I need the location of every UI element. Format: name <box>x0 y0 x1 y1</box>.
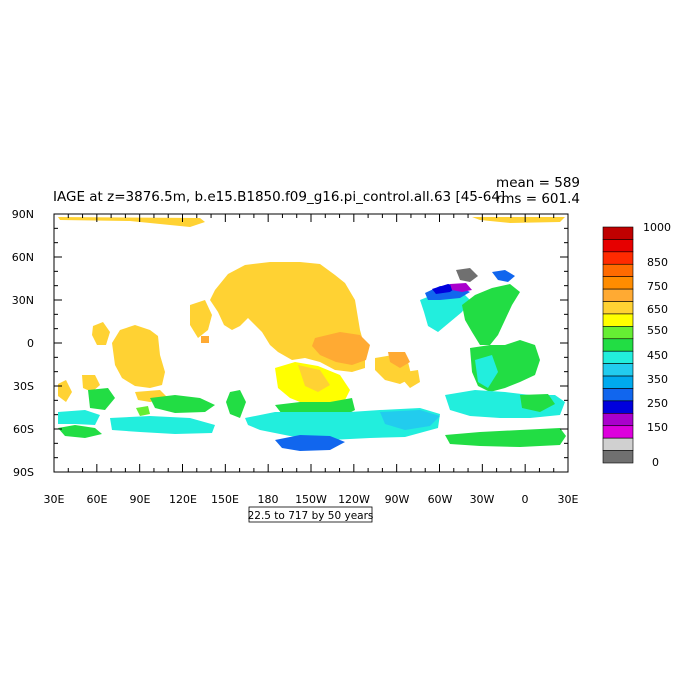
colorbar-swatch <box>602 450 634 464</box>
indian-south-green <box>88 388 115 410</box>
x-tick-label: 30E <box>44 493 65 506</box>
colorbar-swatch <box>602 251 634 265</box>
x-axis-labels: 30E 60E 90E 120E 150E 180 150W 120W 90W … <box>44 493 579 506</box>
southern-blue <box>275 435 345 451</box>
colorbar <box>602 226 634 464</box>
axis-ticks <box>53 213 569 473</box>
atlantic-cyan-mid <box>475 355 498 388</box>
colorbar-label: 250 <box>647 397 668 410</box>
colorbar-swatch <box>602 400 634 414</box>
y-tick-label: 30S <box>13 380 34 393</box>
southern-cyan-1 <box>58 410 100 425</box>
colorbar-swatch <box>602 313 634 327</box>
north-atlantic-cyan <box>420 292 470 332</box>
atlantic-green-north <box>462 284 520 345</box>
southern-cyan-4 <box>380 410 440 430</box>
colorbar-label: 450 <box>647 349 668 362</box>
indian-south-w <box>82 375 100 392</box>
indian-sw-green <box>58 425 102 438</box>
colorbar-label: 850 <box>647 256 668 269</box>
x-tick-label: 120E <box>169 493 197 506</box>
age-field <box>58 217 566 451</box>
x-tick-label: 150E <box>211 493 239 506</box>
x-tick-label: 0 <box>522 493 529 506</box>
rms-label: rms = 601.4 <box>496 191 580 207</box>
colorbar-label: 1000 <box>643 221 671 234</box>
colorbar-swatch <box>602 239 634 253</box>
greenland-gray <box>456 268 478 282</box>
atlantic-south-green <box>445 428 566 447</box>
west-pacific-orange-dot <box>201 336 209 343</box>
colorbar-swatch <box>602 226 634 240</box>
colorbar-swatch <box>602 425 634 439</box>
mean-label: mean = 589 <box>496 175 580 191</box>
arabian-sea <box>92 322 110 345</box>
colorbar-labels: 1000 850 750 650 550 450 350 250 150 0 <box>643 221 671 469</box>
australia-green <box>150 395 215 413</box>
contour-caption: 22.5 to 717 by 50 years <box>248 510 374 522</box>
y-tick-label: 30N <box>12 294 34 307</box>
colorbar-swatch <box>602 375 634 389</box>
y-tick-label: 90S <box>13 466 34 479</box>
arctic-patch-east <box>472 217 565 223</box>
y-axis-labels: 90N 60N 30N 0 30S 60S 90S <box>12 208 34 479</box>
colorbar-label: 150 <box>647 421 668 434</box>
colorbar-label: 0 <box>652 456 659 469</box>
x-tick-label: 90E <box>130 493 151 506</box>
y-tick-label: 0 <box>27 337 34 350</box>
nordic-blue <box>492 270 515 282</box>
y-tick-label: 60N <box>12 251 34 264</box>
indian-far-sw <box>58 380 72 402</box>
colorbar-swatch <box>602 363 634 377</box>
caption-box <box>248 506 373 523</box>
colorbar-swatch <box>602 276 634 290</box>
arctic-patch-west <box>58 217 205 227</box>
plot-title: IAGE at z=3876.5m, b.e15.B1850.f09_g16.p… <box>53 189 505 205</box>
colorbar-label: 650 <box>647 303 668 316</box>
x-tick-label: 60E <box>87 493 108 506</box>
colorbar-label: 350 <box>647 373 668 386</box>
x-tick-label: 120W <box>338 493 370 506</box>
colorbar-label: 750 <box>647 280 668 293</box>
colorbar-swatch <box>602 288 634 302</box>
east-pacific-orange-2 <box>388 352 410 368</box>
colorbar-swatch <box>602 338 634 352</box>
colorbar-swatch <box>602 263 634 277</box>
colorbar-swatch <box>602 350 634 364</box>
colorbar-label: 550 <box>647 324 668 337</box>
colorbar-swatch <box>602 388 634 402</box>
indian-ocean <box>112 325 165 388</box>
x-tick-label: 150W <box>295 493 327 506</box>
x-tick-label: 60W <box>428 493 453 506</box>
x-tick-label: 30W <box>470 493 495 506</box>
x-tick-label: 90W <box>385 493 410 506</box>
pacific-south-green <box>226 390 246 418</box>
west-pacific-patch <box>190 300 212 338</box>
labrador-purple <box>450 283 472 292</box>
x-tick-label: 30E <box>558 493 579 506</box>
y-tick-label: 60S <box>13 423 34 436</box>
kerguelen-green <box>136 406 150 416</box>
colorbar-swatch <box>602 437 634 451</box>
y-tick-label: 90N <box>12 208 34 221</box>
atlantic-green-south <box>520 394 555 412</box>
x-tick-label: 180 <box>258 493 279 506</box>
east-pacific-orange <box>312 332 370 365</box>
colorbar-swatch <box>602 326 634 340</box>
colorbar-swatch <box>602 301 634 315</box>
south-pacific-orange <box>298 365 330 392</box>
colorbar-swatch <box>602 413 634 427</box>
southern-cyan-2 <box>110 416 215 434</box>
south-america-west <box>403 370 420 388</box>
